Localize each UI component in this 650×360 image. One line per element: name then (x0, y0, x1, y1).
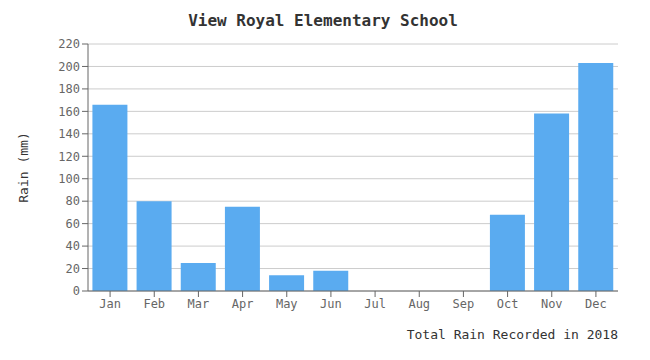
svg-text:40: 40 (66, 239, 80, 253)
svg-text:220: 220 (58, 37, 80, 51)
svg-text:Sep: Sep (453, 297, 475, 311)
svg-text:Jun: Jun (320, 297, 342, 311)
svg-text:200: 200 (58, 60, 80, 74)
svg-text:Rain (mm): Rain (mm) (16, 132, 31, 202)
svg-text:Jul: Jul (364, 297, 386, 311)
svg-text:80: 80 (66, 194, 80, 208)
svg-text:Dec: Dec (585, 297, 607, 311)
svg-text:Nov: Nov (541, 297, 563, 311)
svg-text:20: 20 (66, 262, 80, 276)
svg-text:Aug: Aug (408, 297, 430, 311)
svg-text:100: 100 (58, 172, 80, 186)
html-text:View Royal Elementary School: View Royal Elementary School (188, 11, 458, 30)
svg-text:Apr: Apr (232, 297, 254, 311)
svg-text:Jan: Jan (99, 297, 121, 311)
svg-text:160: 160 (58, 105, 80, 119)
svg-text:Feb: Feb (143, 297, 165, 311)
svg-text:Oct: Oct (497, 297, 519, 311)
svg-text:0: 0 (73, 284, 80, 298)
svg-text:180: 180 (58, 82, 80, 96)
svg-text:Total Rain Recorded in 2018: Total Rain Recorded in 2018 (407, 327, 618, 342)
svg-text:60: 60 (66, 217, 80, 231)
svg-text:Mar: Mar (188, 297, 210, 311)
svg-text:140: 140 (58, 127, 80, 141)
svg-text:120: 120 (58, 150, 80, 164)
svg-text:May: May (276, 297, 298, 311)
